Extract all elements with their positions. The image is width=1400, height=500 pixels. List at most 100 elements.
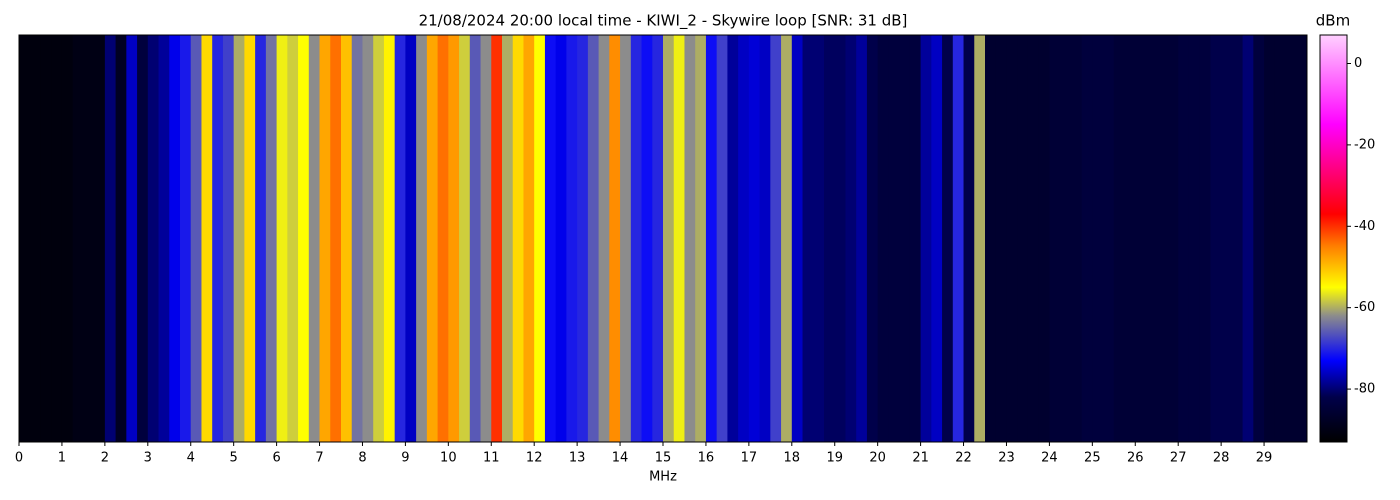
- spectrum-cell: [448, 35, 460, 442]
- spectrum-cell: [319, 35, 331, 442]
- spectrum-cell: [555, 35, 567, 442]
- spectrum-cell: [759, 35, 771, 442]
- spectrum-cell: [1178, 35, 1190, 442]
- x-tick-label: 13: [569, 451, 586, 466]
- spectrum-cell: [1296, 35, 1308, 442]
- x-tick-label: 5: [230, 451, 238, 466]
- spectrum-cell: [663, 35, 675, 442]
- spectrum-cell: [845, 35, 857, 442]
- x-tick-label: 3: [144, 451, 152, 466]
- x-tick-label: 4: [187, 451, 195, 466]
- x-tick-label: 18: [784, 451, 801, 466]
- spectrum-cell: [416, 35, 428, 442]
- spectrum-cell: [1253, 35, 1265, 442]
- spectrum-cell: [147, 35, 160, 442]
- x-tick-label: 29: [1256, 451, 1273, 466]
- spectrum-cell: [834, 35, 846, 442]
- spectrum-cell: [158, 35, 170, 442]
- spectrum-cell: [298, 35, 310, 442]
- spectrum-cell: [1210, 35, 1222, 442]
- spectrum-cell: [180, 35, 192, 442]
- spectrum-cell: [512, 35, 524, 442]
- spectrum-cell: [1231, 35, 1244, 442]
- x-tick-label: 24: [1041, 451, 1058, 466]
- spectrum-cell: [201, 35, 213, 442]
- spectrum-cell: [351, 35, 363, 442]
- spectrum-cell: [61, 35, 74, 442]
- spectrum-cell: [287, 35, 299, 442]
- spectrum-cell: [244, 35, 256, 442]
- x-tick-label: 12: [526, 451, 543, 466]
- spectrum-cell: [748, 35, 761, 442]
- spectrum-cell: [598, 35, 610, 442]
- x-tick-label: 9: [401, 451, 409, 466]
- spectrum-cell: [705, 35, 718, 442]
- spectrum-cell: [995, 35, 1007, 442]
- spectrum-cell: [83, 35, 95, 442]
- spectrum-cell: [480, 35, 492, 442]
- spectrum-cell: [362, 35, 374, 442]
- x-tick-label: 6: [272, 451, 280, 466]
- spectrum-cell: [942, 35, 954, 442]
- x-tick-label: 16: [698, 451, 715, 466]
- spectrum-cell: [974, 35, 986, 442]
- spectrum-cell: [620, 35, 632, 442]
- spectrum-cell: [169, 35, 181, 442]
- spectrum-cell: [523, 35, 535, 442]
- spectrum-cell: [1167, 35, 1179, 442]
- spectrum-cell: [1242, 35, 1254, 442]
- spectrum-cell: [1070, 35, 1083, 442]
- x-tick-label: 14: [612, 451, 629, 466]
- spectrum-cell: [609, 35, 621, 442]
- colorbar-tick-label: -60: [1354, 300, 1375, 315]
- spectrum-cell: [652, 35, 664, 442]
- spectrum-cell: [534, 35, 546, 442]
- spectrum-cell: [394, 35, 406, 442]
- spectrum-cell: [437, 35, 449, 442]
- spectrum-cell: [1081, 35, 1093, 442]
- x-tick-label: 22: [955, 451, 972, 466]
- spectrum-cell: [1188, 35, 1201, 442]
- spectrum-cell: [727, 35, 739, 442]
- spectrum-cell: [813, 35, 825, 442]
- colorbar-tick-label: 0: [1354, 56, 1362, 71]
- x-tick-label: 25: [1084, 451, 1101, 466]
- spectrum-cell: [1049, 35, 1061, 442]
- spectrum-cell: [544, 35, 557, 442]
- spectrum-cell: [684, 35, 696, 442]
- spectrum-cell: [1156, 35, 1168, 442]
- spectrum-cell: [459, 35, 471, 442]
- spectrum-cell: [1135, 35, 1147, 442]
- spectrum-cell: [1017, 35, 1029, 442]
- spectrum-cell: [383, 35, 396, 442]
- spectrum-cell: [255, 35, 267, 442]
- spectrum-cell: [1103, 35, 1115, 442]
- spectrum-cell: [72, 35, 84, 442]
- spectrum-cell: [1221, 35, 1233, 442]
- spectrum-cell: [641, 35, 653, 442]
- x-tick-label: 2: [101, 451, 109, 466]
- spectrum-cell: [190, 35, 202, 442]
- spectrum-cell: [824, 35, 836, 442]
- spectrum-cell: [330, 35, 342, 442]
- spectrum-cell: [1027, 35, 1040, 442]
- spectrum-cell: [566, 35, 578, 442]
- x-tick-label: 19: [826, 451, 843, 466]
- spectrum-cell: [1264, 35, 1276, 442]
- spectrum-cell: [212, 35, 224, 442]
- x-tick-label: 23: [998, 451, 1015, 466]
- spectrum-cell: [1092, 35, 1104, 442]
- spectrum-cell: [51, 35, 63, 442]
- spectrum-cell: [738, 35, 750, 442]
- spectrum-cell: [888, 35, 900, 442]
- colorbar-tick-label: -20: [1354, 137, 1375, 152]
- x-tick-label: 7: [315, 451, 323, 466]
- spectrum-cell: [920, 35, 932, 442]
- spectrum-cell: [781, 35, 793, 442]
- x-tick-label: 26: [1127, 451, 1144, 466]
- spectrum-cell: [877, 35, 889, 442]
- x-tick-label: 21: [912, 451, 929, 466]
- spectrum-cell: [899, 35, 911, 442]
- spectrum-cell: [630, 35, 643, 442]
- x-tick-label: 17: [741, 451, 758, 466]
